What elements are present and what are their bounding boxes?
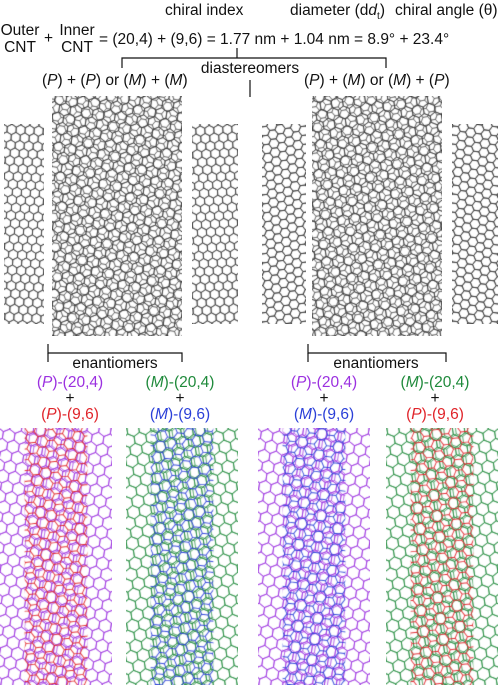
outer-cnt-gray-right [262, 124, 306, 324]
diastereomer-bracket [121, 57, 387, 68]
outer-cnt-label-2: CNT [4, 39, 36, 56]
pair-2-outer: (M)-(20,4) [145, 374, 215, 391]
dwcnt-pair-1 [0, 428, 112, 685]
column-header-diameter: diameter (ddt) [290, 2, 385, 25]
pair-4-plus: + [430, 390, 440, 407]
column-header-chiral-index: chiral index [165, 2, 244, 19]
enantiomer-bracket-left [47, 344, 183, 362]
header-plus: + [44, 30, 54, 47]
diameter-symbol: d [368, 2, 378, 19]
outer-cnt-label-1: Outer [0, 22, 40, 39]
inner-cnt-gray-right [452, 124, 498, 324]
pair-4-inner: (P)-(9,6) [406, 406, 464, 423]
pair-3-inner: (M)-(9,6) [293, 406, 355, 423]
pair-2-plus: + [175, 390, 185, 407]
diastereomers-label: diastereomers [200, 60, 300, 77]
enantiomer-bracket-right [307, 344, 447, 362]
inner-cnt-label-1: Inner [59, 22, 95, 39]
pair-1-outer: (P)-(20,4) [36, 374, 104, 391]
diastereomers-right-formula: (P) + (M) or (M) + (P) [304, 72, 450, 89]
inner-cnt-gray-left [192, 124, 238, 324]
dwcnt-pair-2 [126, 428, 238, 685]
equation: = (20,4) + (9,6) = 1.77 nm + 1.04 nm = 8… [99, 31, 450, 48]
pair-4-outer: (M)-(20,4) [400, 374, 470, 391]
column-header-chiral-angle: chiral angle (θ) [395, 2, 498, 19]
double-walled-cnt-gray-left [52, 96, 182, 336]
pair-3-plus: + [319, 390, 329, 407]
pair-3-outer: (P)-(20,4) [290, 374, 358, 391]
diameter-label: diameter (d [290, 2, 369, 19]
double-walled-cnt-gray-right [312, 96, 442, 336]
pair-1-plus: + [65, 390, 75, 407]
enantiomers-label-left: enantiomers [72, 355, 158, 372]
dwcnt-pair-4 [386, 428, 498, 685]
diameter-label-end: ) [379, 2, 385, 19]
diastereomers-left-formula: (P) + (P) or (M) + (M) [42, 72, 188, 89]
enantiomers-label-right: enantiomers [333, 355, 419, 372]
diameter-subscript: t [377, 11, 380, 23]
pair-1-inner: (P)-(9,6) [41, 406, 99, 423]
inner-cnt-label-2: CNT [61, 39, 93, 56]
dwcnt-pair-3 [258, 428, 370, 685]
pair-2-inner: (M)-(9,6) [149, 406, 211, 423]
outer-cnt-gray-left [4, 124, 44, 324]
